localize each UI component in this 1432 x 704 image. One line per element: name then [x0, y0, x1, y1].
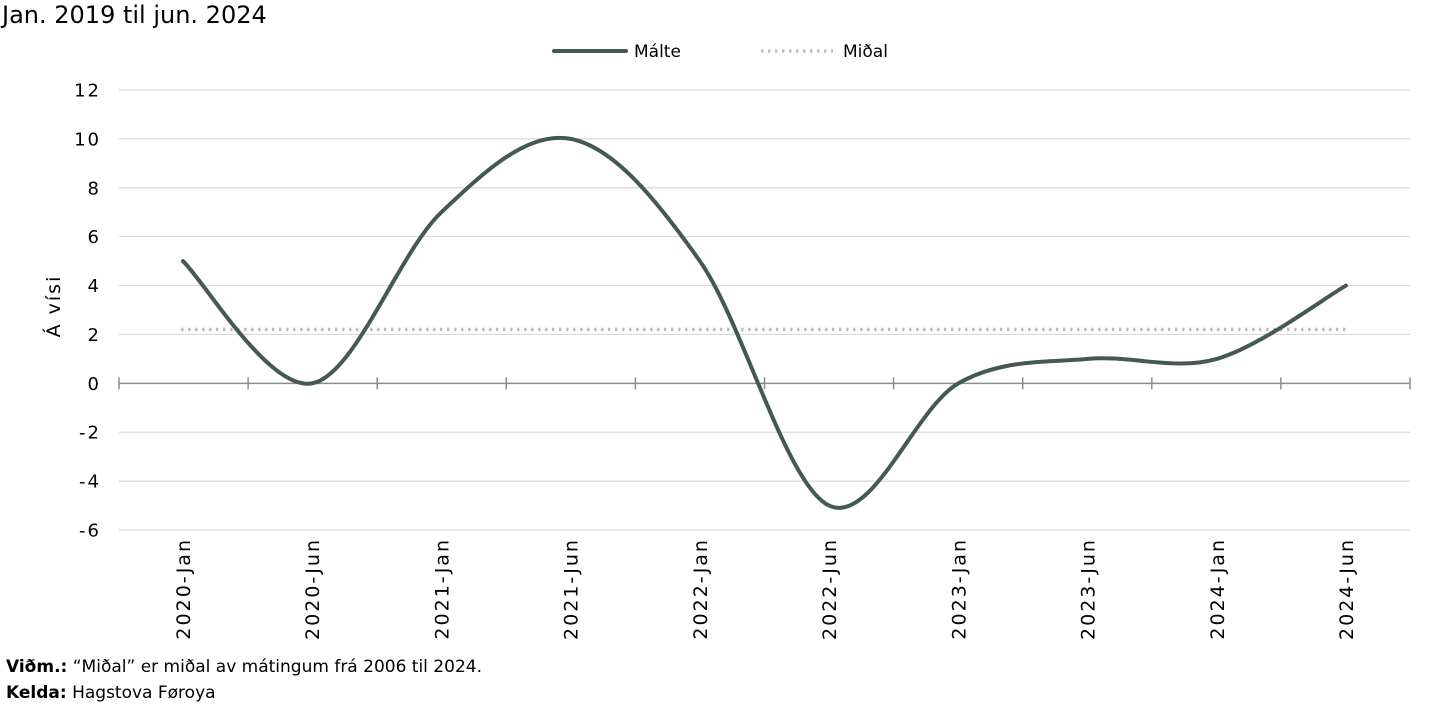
x-tick-label: 2022-Jan [690, 538, 712, 640]
y-tick-label: 4 [88, 276, 101, 297]
legend-label: Miðal [843, 42, 888, 62]
x-tick-label: 2021-Jun [561, 538, 583, 640]
note-text: “Miðal” er miðal av mátingum frá 2006 ti… [67, 657, 482, 677]
source-text: Hagstova Føroya [66, 683, 216, 703]
x-tick-label: 2020-Jan [173, 538, 195, 640]
source-label: Kelda: [6, 683, 67, 703]
footnote-source: Kelda: Hagstova Føroya [6, 682, 216, 704]
y-tick-label: 12 [74, 81, 101, 102]
x-axis-tick-labels: 2020-Jan 2020-Jun 2021-Jan 2021-Jun 2022-Jan… [173, 538, 1358, 640]
series-lines [181, 135, 1348, 510]
y-axis-tick-labels: 12 10 8 6 4 2 0 -2 -4 -6 [74, 81, 101, 542]
footnote-note: Viðm.: “Miðal” er miðal av mátingum frá … [6, 656, 482, 678]
y-tick-label: 6 [88, 227, 101, 248]
legend: Málte Miðal [552, 42, 888, 62]
y-tick-label: -6 [79, 521, 101, 542]
y-axis-label: Á vísi [42, 275, 65, 338]
y-tick-label: -4 [79, 472, 101, 493]
note-label: Viðm.: [6, 657, 68, 677]
x-tick-label: 2024-Jan [1207, 538, 1229, 640]
x-tick-label: 2022-Jun [819, 538, 841, 640]
y-tick-label: 0 [88, 374, 101, 395]
chart-title: Jan. 2019 til jun. 2024 [2, 1, 267, 29]
y-tick-label: 2 [88, 325, 101, 346]
y-tick-label: 8 [88, 178, 101, 199]
x-tick-label: 2023-Jan [948, 538, 970, 640]
x-tick-label: 2024-Jun [1336, 538, 1358, 640]
x-axis [118, 377, 1411, 390]
series-line-malt [181, 135, 1348, 510]
y-tick-label: 10 [74, 129, 101, 150]
x-tick-label: 2020-Jun [302, 538, 324, 640]
gridlines [119, 89, 1410, 531]
x-tick-label: 2021-Jan [431, 538, 453, 640]
y-tick-label: -2 [79, 423, 101, 444]
x-tick-label: 2023-Jun [1078, 538, 1100, 640]
legend-label: Málte [634, 42, 681, 62]
